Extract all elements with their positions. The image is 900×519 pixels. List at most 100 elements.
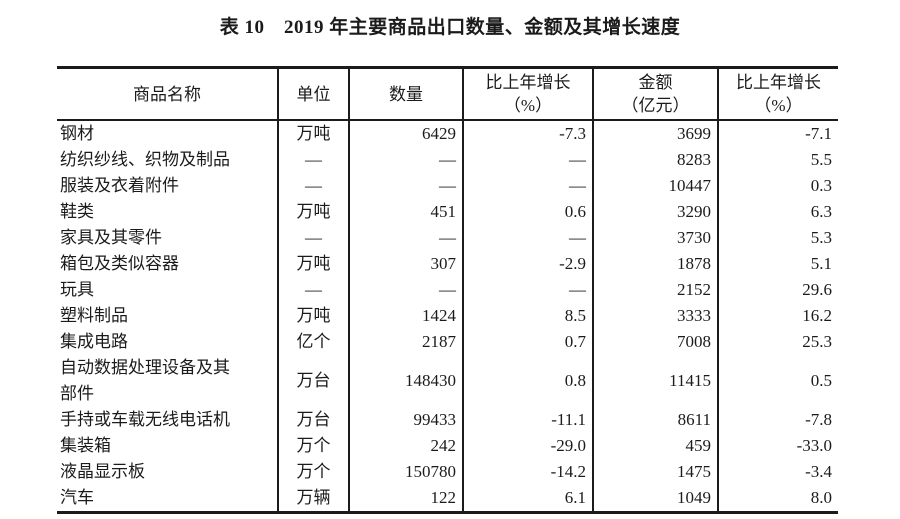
header-line: 商品名称 [133,84,201,104]
cell-amount: 8611 [593,407,719,433]
cell-amount_growth: 5.1 [810,254,832,273]
header-line: 数量 [389,84,423,104]
cell-qty: 1424 [349,303,464,329]
header-quantity: 数量 [349,67,464,121]
cell-amount_growth: 0.5 [810,371,832,390]
cell-qty: 307 [349,251,464,277]
header-commodity-name: 商品名称 [57,67,279,121]
cell-amount: 11415 [593,355,719,407]
cell-qty_growth: — [463,147,594,173]
cell-amount_growth: 29.6 [802,280,832,299]
table-row: 钢材 万吨 6429 -7.3 3699 -7.1 [57,120,838,147]
cell-unit: 亿个 [278,329,350,355]
cell-amount: 3333 [593,303,719,329]
cell-name: 家具及其零件 [57,225,279,251]
table-row: 自动数据处理设备及其 部件 万台 148430 0.8 11415 0.5 [57,355,838,407]
table-row: 手持或车载无线电话机 万台 99433 -11.1 8611 -7.8 [57,407,838,433]
cell-qty: 242 [349,433,464,459]
cell-name: 钢材 [57,120,279,147]
cell-qty: 2187 [349,329,464,355]
cell-amount: 459 [593,433,719,459]
header-row: 商品名称 单位 数量 比上年增长 （%） 金额 （亿元） [57,67,838,121]
header-line: （%） [503,96,553,115]
table-header: 商品名称 单位 数量 比上年增长 （%） 金额 （亿元） [57,67,838,121]
cell-name: 塑料制品 [57,303,279,329]
cell-amount_growth: 5.5 [810,150,832,169]
table-row: 液晶显示板 万个 150780 -14.2 1475 -3.4 [57,459,838,485]
cell-amount: 10447 [593,173,719,199]
header-amount: 金额 （亿元） [593,67,719,121]
cell-amount_growth: 0.3 [810,176,832,195]
cell-amount_growth: -33.0 [796,436,832,455]
header-line: 比上年增长 [736,73,821,92]
cell-qty_growth: -7.3 [463,120,594,147]
table-body: 钢材 万吨 6429 -7.3 3699 -7.1 纺织纱线、织物及制品 — — —8283 5.5… [57,120,838,513]
cell-name: 手持或车载无线电话机 [57,407,279,433]
table-row: 汽车 万辆 122 6.1 1049 8.0 [57,485,838,513]
table-row: 服装及衣着附件 — — —10447 0.3 [57,173,838,199]
cell-qty: 122 [349,485,464,513]
cell-qty: — [349,277,464,303]
header-line: （%） [754,96,803,115]
cell-amount: 8283 [593,147,719,173]
cell-qty: 150780 [349,459,464,485]
cell-qty_growth: -29.0 [463,433,594,459]
cell-name: 自动数据处理设备及其 部件 [57,355,279,407]
cell-qty: 99433 [349,407,464,433]
cell-amount_growth: 6.3 [810,202,832,221]
table-row: 集成电路 亿个 2187 0.7 7008 25.3 [57,329,838,355]
cell-qty_growth: -14.2 [463,459,594,485]
cell-qty: — [349,173,464,199]
cell-amount: 7008 [593,329,719,355]
cell-amount_growth: -7.8 [805,410,832,429]
cell-qty_growth: — [463,277,594,303]
cell-qty: 148430 [349,355,464,407]
cell-qty_growth: 6.1 [463,485,594,513]
cell-amount_growth: -7.1 [805,124,832,143]
cell-amount_growth: -3.4 [805,462,832,481]
cell-amount_growth: 8.0 [810,488,832,507]
cell-qty_growth: -11.1 [463,407,594,433]
cell-unit: — [278,277,350,303]
cell-name: 箱包及类似容器 [57,251,279,277]
cell-unit: 万台 [278,355,350,407]
cell-unit: — [278,147,350,173]
cell-unit: 万吨 [278,303,350,329]
cell-name: 汽车 [57,485,279,513]
cell-amount_growth: 16.2 [802,306,832,325]
cell-amount: 1878 [593,251,719,277]
table-row: 纺织纱线、织物及制品 — — —8283 5.5 [57,147,838,173]
table-title: 表 10 2019 年主要商品出口数量、金额及其增长速度 [219,17,681,38]
cell-unit: 万吨 [278,251,350,277]
header-line: 单位 [296,84,331,104]
cell-amount: 3290 [593,199,719,225]
cell-name: 鞋类 [57,199,279,225]
cell-unit: 万吨 [278,120,350,147]
header-quantity-growth: 比上年增长 （%） [463,67,594,121]
cell-name: 集成电路 [57,329,279,355]
cell-qty_growth: — [463,225,594,251]
cell-amount: 3699 [593,120,719,147]
cell-qty: — [349,225,464,251]
header-amount-growth: 比上年增长 （%） [718,67,838,121]
cell-qty_growth: 0.7 [463,329,594,355]
cell-qty_growth: -2.9 [463,251,594,277]
table-row: 集装箱 万个 242 -29.0 459 -33.0 [57,433,838,459]
cell-amount: 1475 [593,459,719,485]
cell-qty_growth: — [463,173,594,199]
header-line: 比上年增长 [485,73,571,92]
cell-unit: 万吨 [278,199,350,225]
table-row: 玩具 — — —2152 29.6 [57,277,838,303]
cell-unit: 万辆 [278,485,350,513]
table-row: 箱包及类似容器 万吨 307 -2.9 1878 5.1 [57,251,838,277]
export-commodities-table: 商品名称 单位 数量 比上年增长 （%） 金额 （亿元） [57,66,838,514]
header-line: （亿元） [621,96,690,115]
cell-unit: 万台 [278,407,350,433]
table-row: 塑料制品 万吨 1424 8.5 3333 16.2 [57,303,838,329]
cell-name: 液晶显示板 [57,459,279,485]
table-row: 鞋类 万吨 451 0.6 3290 6.3 [57,199,838,225]
cell-amount: 2152 [593,277,719,303]
cell-unit: 万个 [278,433,350,459]
cell-qty: — [349,147,464,173]
